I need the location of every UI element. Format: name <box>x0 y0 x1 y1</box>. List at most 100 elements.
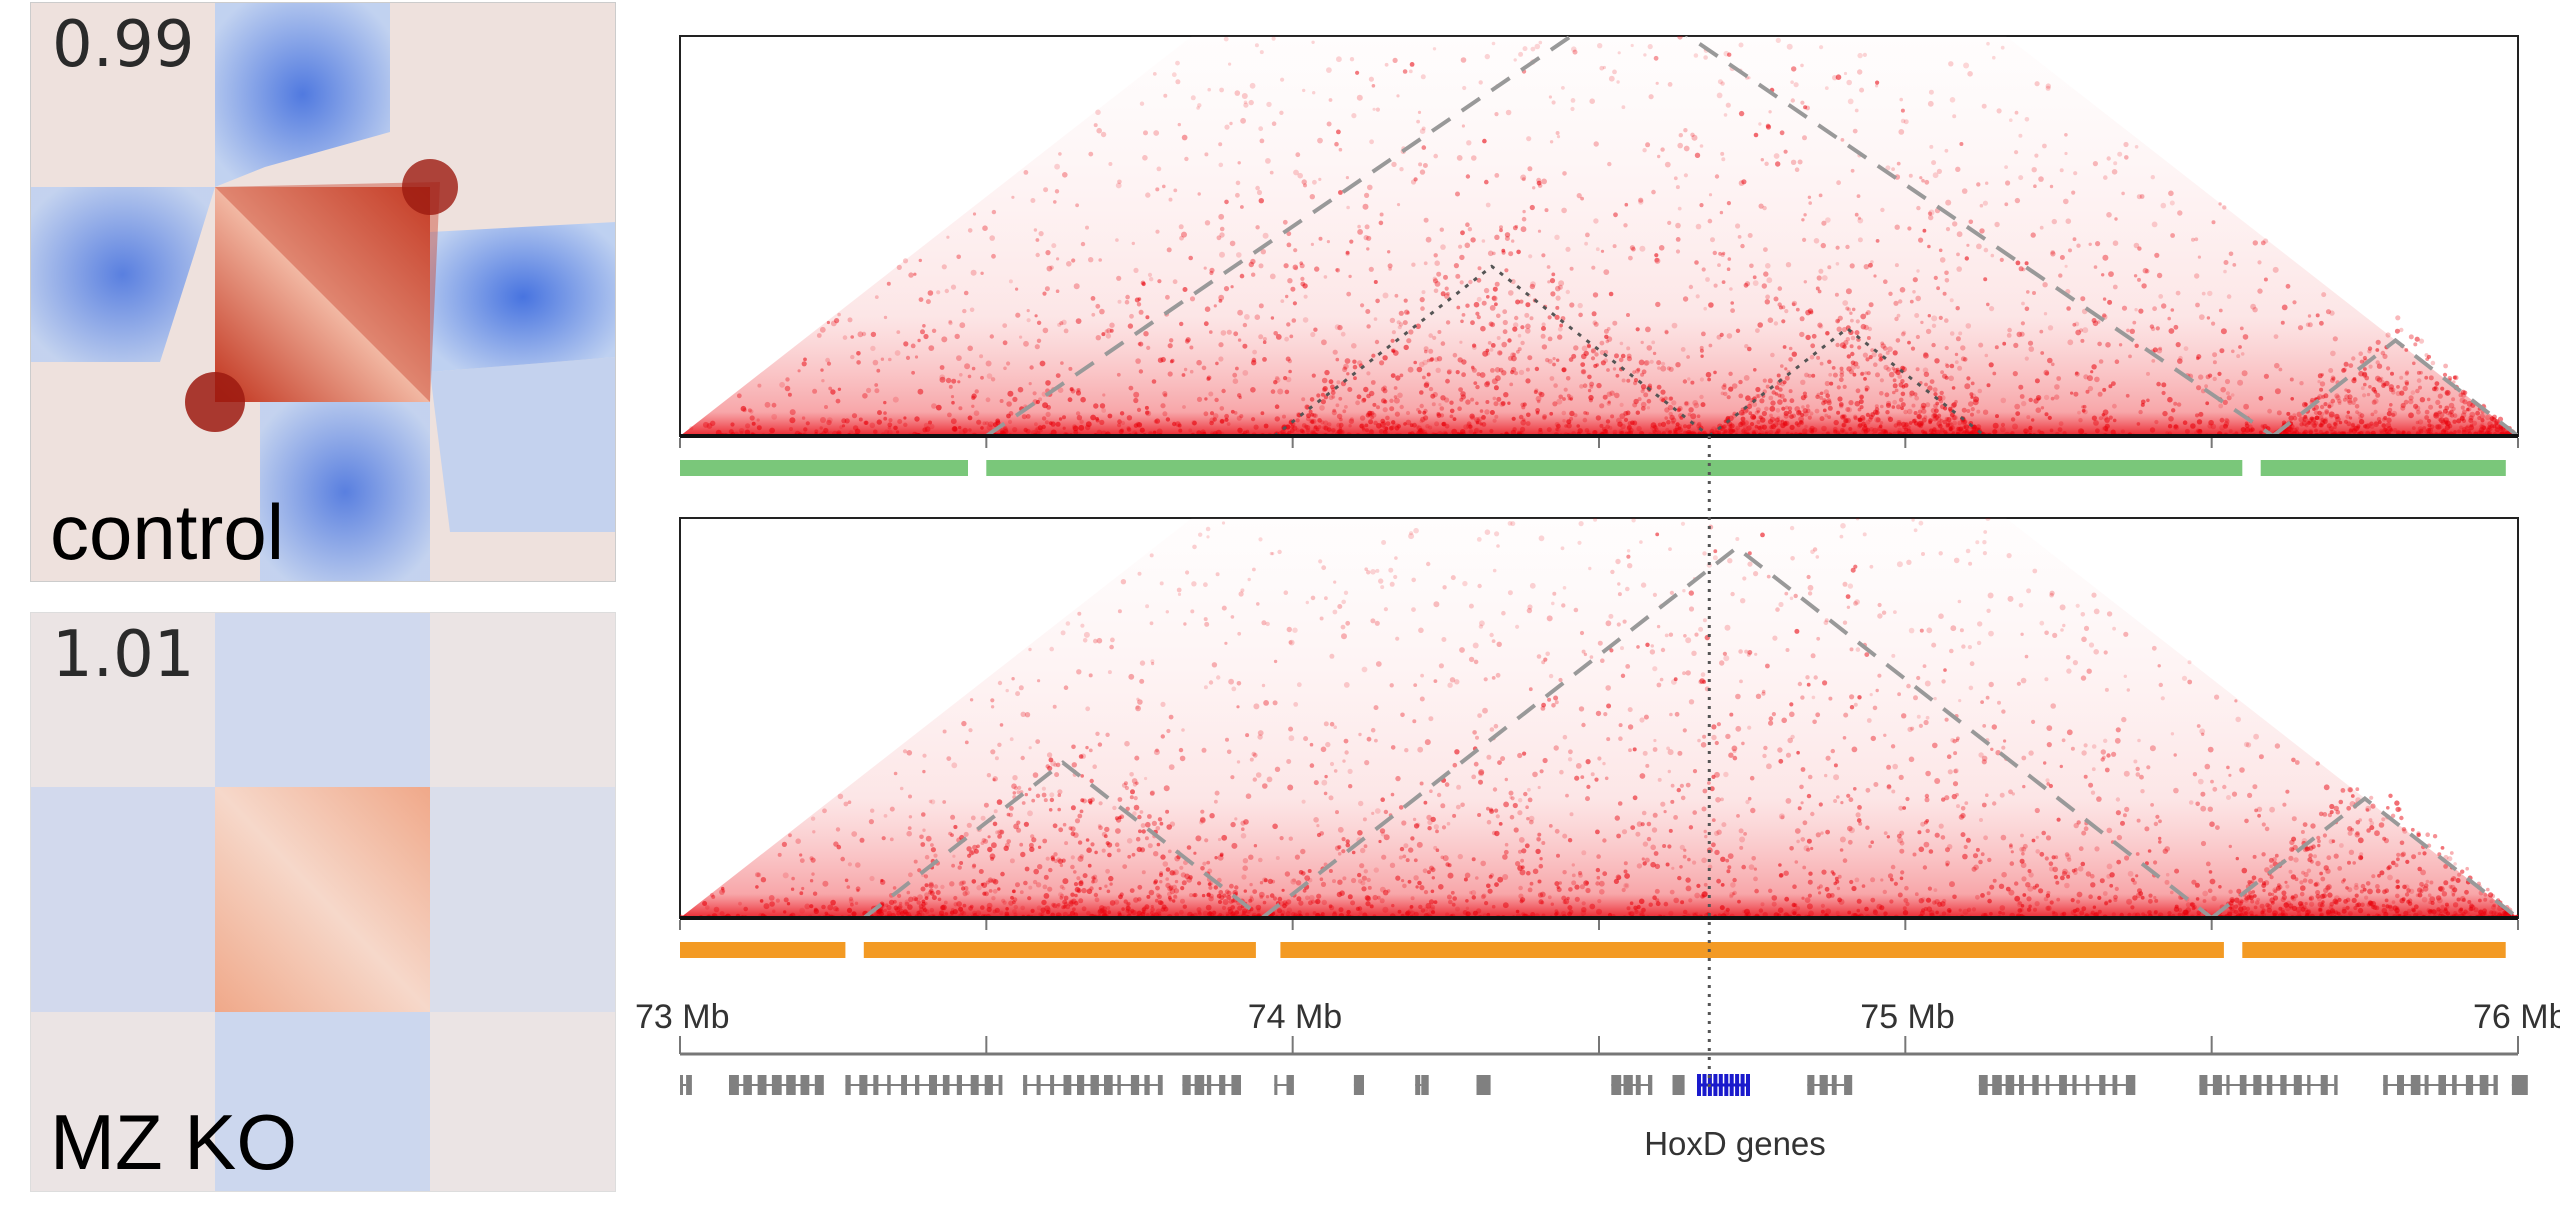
contact-dot <box>1404 309 1410 315</box>
contact-dot <box>1868 302 1874 308</box>
contact-dot <box>1221 388 1226 394</box>
contact-dot <box>1835 318 1840 324</box>
contact-dot <box>1931 323 1937 328</box>
contact-dot <box>1230 409 1235 414</box>
contact-dot <box>1848 400 1854 406</box>
contact-dot <box>1870 840 1874 844</box>
contact-dot <box>1602 429 1608 435</box>
contact-dot <box>2043 394 2050 401</box>
contact-dot <box>1224 641 1228 645</box>
contact-dot <box>1098 258 1102 262</box>
contact-dot <box>1850 318 1854 323</box>
contact-dot <box>1053 763 1058 767</box>
contact-dot <box>1489 410 1495 415</box>
contact-dot <box>1439 227 1445 232</box>
contact-dot <box>1937 901 1943 908</box>
contact-dot <box>1149 791 1155 796</box>
contact-dot <box>1015 287 1019 291</box>
contact-dot <box>1491 378 1498 385</box>
contact-dot <box>1633 378 1639 383</box>
contact-dot <box>2413 403 2419 409</box>
contact-dot <box>1685 670 1691 676</box>
contact-dot <box>1550 291 1556 297</box>
contact-dot <box>2194 237 2199 242</box>
contact-dot <box>1285 356 1291 362</box>
contact-dot <box>990 705 995 709</box>
contact-dot <box>1449 408 1455 414</box>
contact-dot <box>1231 842 1238 849</box>
contact-dot <box>2350 423 2355 428</box>
contact-dot <box>1857 69 1863 75</box>
contact-dot <box>1906 428 1912 434</box>
contact-dot <box>1879 421 1884 425</box>
contact-dot <box>1369 429 1374 433</box>
contact-dot <box>1351 113 1357 119</box>
contact-dot <box>1983 530 1988 534</box>
contact-dot <box>1868 414 1874 420</box>
contact-dot <box>1274 404 1280 410</box>
contact-dot <box>2226 294 2232 299</box>
contact-dot <box>1701 806 1707 812</box>
contact-dot <box>1688 284 1694 290</box>
contact-dot <box>2501 427 2506 432</box>
contact-dot <box>1413 360 1417 365</box>
contact-dot <box>1971 866 1977 872</box>
contact-dot <box>1158 872 1164 878</box>
contact-dot <box>2146 398 2150 403</box>
contact-dot <box>1044 286 1050 292</box>
contact-dot <box>1948 421 1953 426</box>
contact-dot <box>2328 838 2334 845</box>
contact-dot <box>2077 866 2084 872</box>
contact-dot <box>1091 312 1096 317</box>
contact-dot <box>908 794 912 799</box>
contact-dot <box>1896 313 1901 318</box>
contact-dot <box>1522 46 1528 52</box>
contact-dot <box>1470 890 1477 896</box>
contact-dot <box>1366 371 1371 376</box>
contact-dot <box>1035 238 1040 242</box>
contact-dot <box>2363 382 2367 387</box>
contact-dot <box>1971 907 1977 912</box>
contact-dot <box>992 879 999 885</box>
contact-dot <box>1304 875 1311 881</box>
contact-dot <box>1821 869 1827 875</box>
contact-dot <box>1434 421 1440 427</box>
contact-dot <box>1782 380 1787 385</box>
contact-dot <box>1367 184 1373 191</box>
contact-dot <box>1452 417 1457 421</box>
contact-dot <box>2068 248 2072 253</box>
contact-dot <box>1738 110 1745 117</box>
contact-dot <box>1887 873 1894 879</box>
contact-dot <box>1603 269 1610 275</box>
contact-dot <box>1275 334 1282 340</box>
contact-dot <box>2088 242 2092 246</box>
contact-dot <box>1872 909 1878 916</box>
contact-dot <box>1401 879 1405 883</box>
contact-dot <box>1459 254 1465 261</box>
contact-dot <box>1699 377 1704 382</box>
contact-dot <box>2251 875 2257 881</box>
contact-dot <box>956 355 962 361</box>
contact-dot <box>1438 663 1444 669</box>
contact-dot <box>1858 399 1864 405</box>
contact-dot <box>1260 249 1267 255</box>
contact-dot <box>1462 85 1467 91</box>
contact-dot <box>1218 142 1223 147</box>
contact-dot <box>1129 313 1134 319</box>
contact-dot <box>1471 365 1475 369</box>
contact-dot <box>2344 394 2350 400</box>
contact-dot <box>1827 359 1832 364</box>
contact-dot <box>1173 888 1180 894</box>
contact-dot <box>2155 326 2160 331</box>
contact-dot <box>1573 345 1579 351</box>
contact-dot <box>1671 866 1675 870</box>
contact-dot <box>1321 339 1327 346</box>
contact-dot <box>1863 424 1868 428</box>
contact-dot <box>1584 428 1590 433</box>
contact-dot <box>2205 374 2211 380</box>
contact-dot <box>1490 343 1496 348</box>
contact-dot <box>2141 399 2146 405</box>
contact-dot <box>1219 419 1225 424</box>
contact-dot <box>2375 360 2380 365</box>
contact-dot <box>1285 424 1291 430</box>
